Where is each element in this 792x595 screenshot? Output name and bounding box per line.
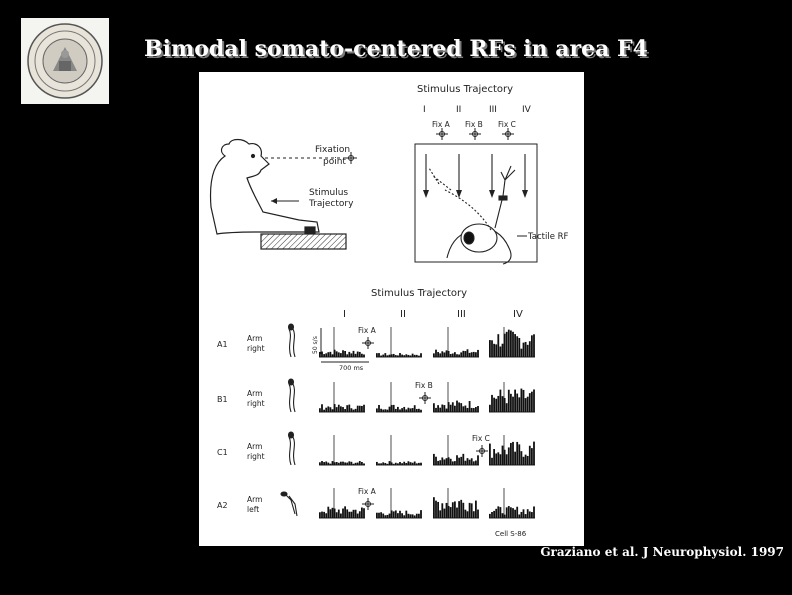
histogram-c1-col-2 xyxy=(376,435,422,466)
trajectory-label-2: II xyxy=(456,105,461,115)
scale-y-label: 50 s/s xyxy=(312,336,319,354)
row-arm-label: Arm xyxy=(247,442,262,451)
cell-label: Cell S-86 xyxy=(495,530,527,538)
figure-drawing: Fixation point Stimulus Trajectory Stimu… xyxy=(209,84,569,538)
histogram-a2-col-2 xyxy=(376,488,422,519)
row-fix-marker xyxy=(476,445,488,457)
row-fix-label: Fix B xyxy=(415,381,433,390)
slide-title: Bimodal somato-centered RFs in area F4 xyxy=(144,36,648,62)
fixation-point-marker xyxy=(345,152,357,164)
trajectory-arrowhead-4 xyxy=(522,190,528,198)
arm-pictogram-icon xyxy=(287,431,296,466)
stimulus-label-2: Trajectory xyxy=(308,199,354,209)
monkey-illustration xyxy=(209,138,347,250)
row-id-label: A1 xyxy=(217,340,228,349)
row-arm-label: Arm xyxy=(247,334,262,343)
trajectory-arrowhead-1 xyxy=(423,190,429,198)
histogram-a2-col-3 xyxy=(433,488,479,519)
tactile-rf-label: Tactile RF xyxy=(527,232,569,242)
row-fix-marker xyxy=(362,337,374,349)
histogram-a1-col-2 xyxy=(376,327,422,358)
row-fix-marker xyxy=(362,498,374,510)
histogram-b1-col-4 xyxy=(489,382,535,413)
university-seal-logo xyxy=(21,18,109,104)
trajectory-label-3: III xyxy=(489,105,497,115)
trajectory-label-1: I xyxy=(423,105,426,115)
top-fix-marker-3 xyxy=(502,128,514,140)
row-side-label: left xyxy=(247,505,259,514)
top-fix-marker-1 xyxy=(436,128,448,140)
histogram-c1-col-4 xyxy=(489,435,535,466)
row-side-label: right xyxy=(247,344,265,353)
top-fix-marker-2 xyxy=(469,128,481,140)
top-fix-label-1: Fix A xyxy=(432,120,451,129)
histogram-b1-col-1 xyxy=(319,382,365,413)
university-seal-icon xyxy=(27,23,103,99)
fixation-point-label-2: point xyxy=(323,157,346,167)
arm-pictogram-icon xyxy=(287,378,296,413)
histogram-a1-col-1 xyxy=(319,327,365,358)
histogram-a1-col-3 xyxy=(433,327,479,358)
row-side-label: right xyxy=(247,399,265,408)
trajectory-label-4: IV xyxy=(522,105,532,115)
histogram-c1-col-1 xyxy=(319,435,365,466)
column-label-2: II xyxy=(400,309,406,320)
row-arm-label: Arm xyxy=(247,389,262,398)
top-fix-label-2: Fix B xyxy=(465,120,483,129)
row-fix-label: Fix C xyxy=(472,434,490,443)
row-fix-label: Fix A xyxy=(358,487,377,496)
row-arm-label: Arm xyxy=(247,495,262,504)
trajectory-arrows xyxy=(423,154,528,198)
bottom-panel-title: Stimulus Trajectory xyxy=(371,288,467,299)
column-label-4: IV xyxy=(513,309,523,320)
figure-panel: Fixation point Stimulus Trajectory Stimu… xyxy=(199,72,584,546)
arm-pictogram-icon xyxy=(280,491,298,517)
histogram-c1-col-3 xyxy=(433,435,479,466)
histogram-a1-col-4 xyxy=(489,327,535,358)
histogram-a2-col-1 xyxy=(319,488,365,519)
histogram-b1-col-3 xyxy=(433,382,479,413)
fixation-point-label-1: Fixation xyxy=(315,145,350,155)
histogram-a2-col-4 xyxy=(489,488,535,519)
row-fix-label: Fix A xyxy=(358,326,377,335)
trajectory-arrowhead-3 xyxy=(489,190,495,198)
row-id-label: C1 xyxy=(217,448,228,457)
histogram-b1-col-2 xyxy=(376,382,422,413)
top-fix-label-3: Fix C xyxy=(498,120,516,129)
stimulus-label-1: Stimulus xyxy=(309,188,348,198)
row-id-label: A2 xyxy=(217,501,228,510)
column-label-3: III xyxy=(457,309,466,320)
column-label-1: I xyxy=(343,309,346,320)
trajectory-box xyxy=(414,143,538,263)
row-side-label: right xyxy=(247,452,265,461)
citation: Graziano et al. J Neurophysiol. 1997 xyxy=(540,545,784,559)
row-fix-marker xyxy=(419,392,431,404)
monkey-top-view xyxy=(428,165,516,265)
trajectory-arrowhead-2 xyxy=(456,190,462,198)
arm-pictogram-icon xyxy=(287,323,296,358)
scale-x-label: 700 ms xyxy=(339,364,364,372)
row-id-label: B1 xyxy=(217,395,228,404)
top-panel-title: Stimulus Trajectory xyxy=(417,84,513,95)
